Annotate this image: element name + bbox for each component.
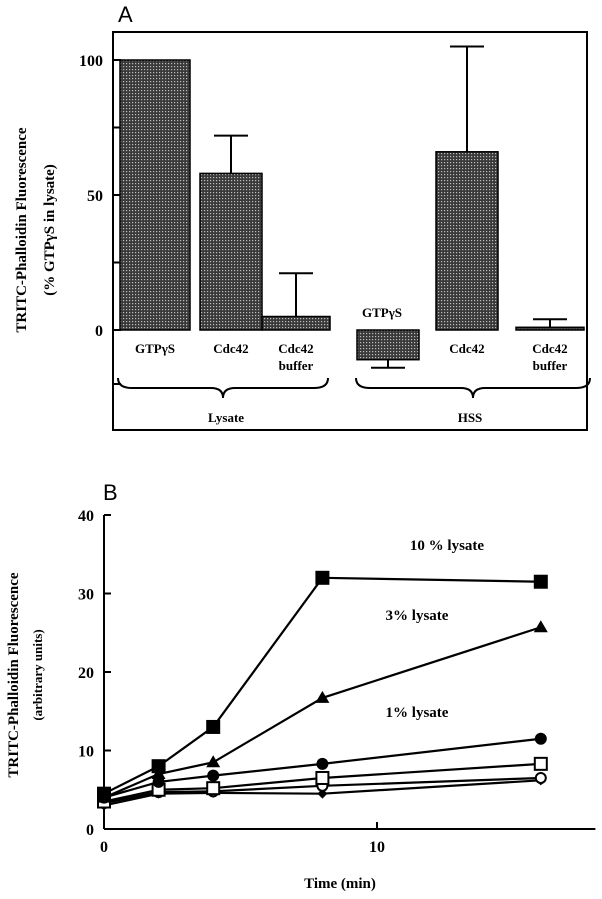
category-label: Cdc42 (278, 341, 313, 356)
hss-brace (355, 377, 591, 399)
data-point (206, 755, 221, 768)
panel-a-plot: 100 50 0 GTPγS Cdc42 Cdc42 buffer GTPγS Cdc42 Cdc… (79, 45, 591, 425)
data-point (206, 719, 221, 734)
series-label: 1% lysate (386, 705, 449, 721)
data-point (533, 756, 548, 771)
bar (119, 59, 191, 331)
x-tick-label: 10 (369, 839, 385, 856)
category-label: Cdc42 (449, 341, 484, 356)
data-point (534, 771, 547, 784)
data-point (97, 786, 111, 801)
data-point (533, 574, 548, 589)
panel-b-letter: B (103, 480, 118, 505)
group-label: HSS (458, 410, 483, 425)
category-label: Cdc42 (532, 341, 567, 356)
y-tick-label: 0 (95, 323, 103, 340)
panel-b-ylabel: TRITC-Phalloidin Fluorescence (6, 572, 22, 777)
data-point (315, 690, 330, 703)
data-point (534, 732, 547, 745)
bar (261, 315, 331, 331)
data-point (151, 759, 166, 774)
panel-a-ylabel: TRITC-Phalloidin Fluorescence (14, 127, 30, 332)
group-label: Lysate (208, 410, 244, 425)
y-tick-label: 30 (78, 587, 94, 604)
panel-a-ylabel-2: (% GTPγS in lysate) (42, 164, 58, 296)
x-tick-label: 0 (100, 839, 108, 856)
category-label: buffer (533, 358, 568, 373)
data-point (207, 769, 220, 782)
series-label: 10 % lysate (410, 538, 485, 554)
y-tick-label: 100 (79, 53, 103, 70)
lysate-brace (117, 377, 329, 399)
bar (515, 326, 585, 331)
panel-b-ylabel-2: (arbitrary units) (30, 629, 45, 720)
y-tick-label: 20 (78, 665, 94, 682)
data-point (315, 770, 330, 785)
data-point (206, 781, 221, 796)
panel-a-letter: A (118, 2, 133, 27)
bar (356, 329, 420, 361)
data-point (316, 757, 329, 770)
panel-a-frame (112, 31, 588, 431)
series-label: 3% lysate (386, 608, 449, 624)
data-point (533, 620, 548, 633)
panel-b-xlabel: Time (min) (304, 876, 376, 892)
panel-b-plot: 40 30 20 10 00 10 10 % lysate 3% lysate 1% lysat… (78, 508, 596, 856)
data-point (315, 570, 330, 585)
y-tick-label: 50 (87, 188, 103, 205)
y-tick-label: 0 (86, 822, 94, 839)
y-tick-label: 10 (78, 744, 94, 761)
bar (199, 172, 263, 331)
y-tick-label: 40 (78, 508, 94, 525)
category-label: Cdc42 (213, 341, 248, 356)
category-label: GTPγS (135, 341, 175, 356)
bar (435, 151, 499, 331)
category-label: GTPγS (362, 305, 402, 320)
category-label: buffer (279, 358, 314, 373)
